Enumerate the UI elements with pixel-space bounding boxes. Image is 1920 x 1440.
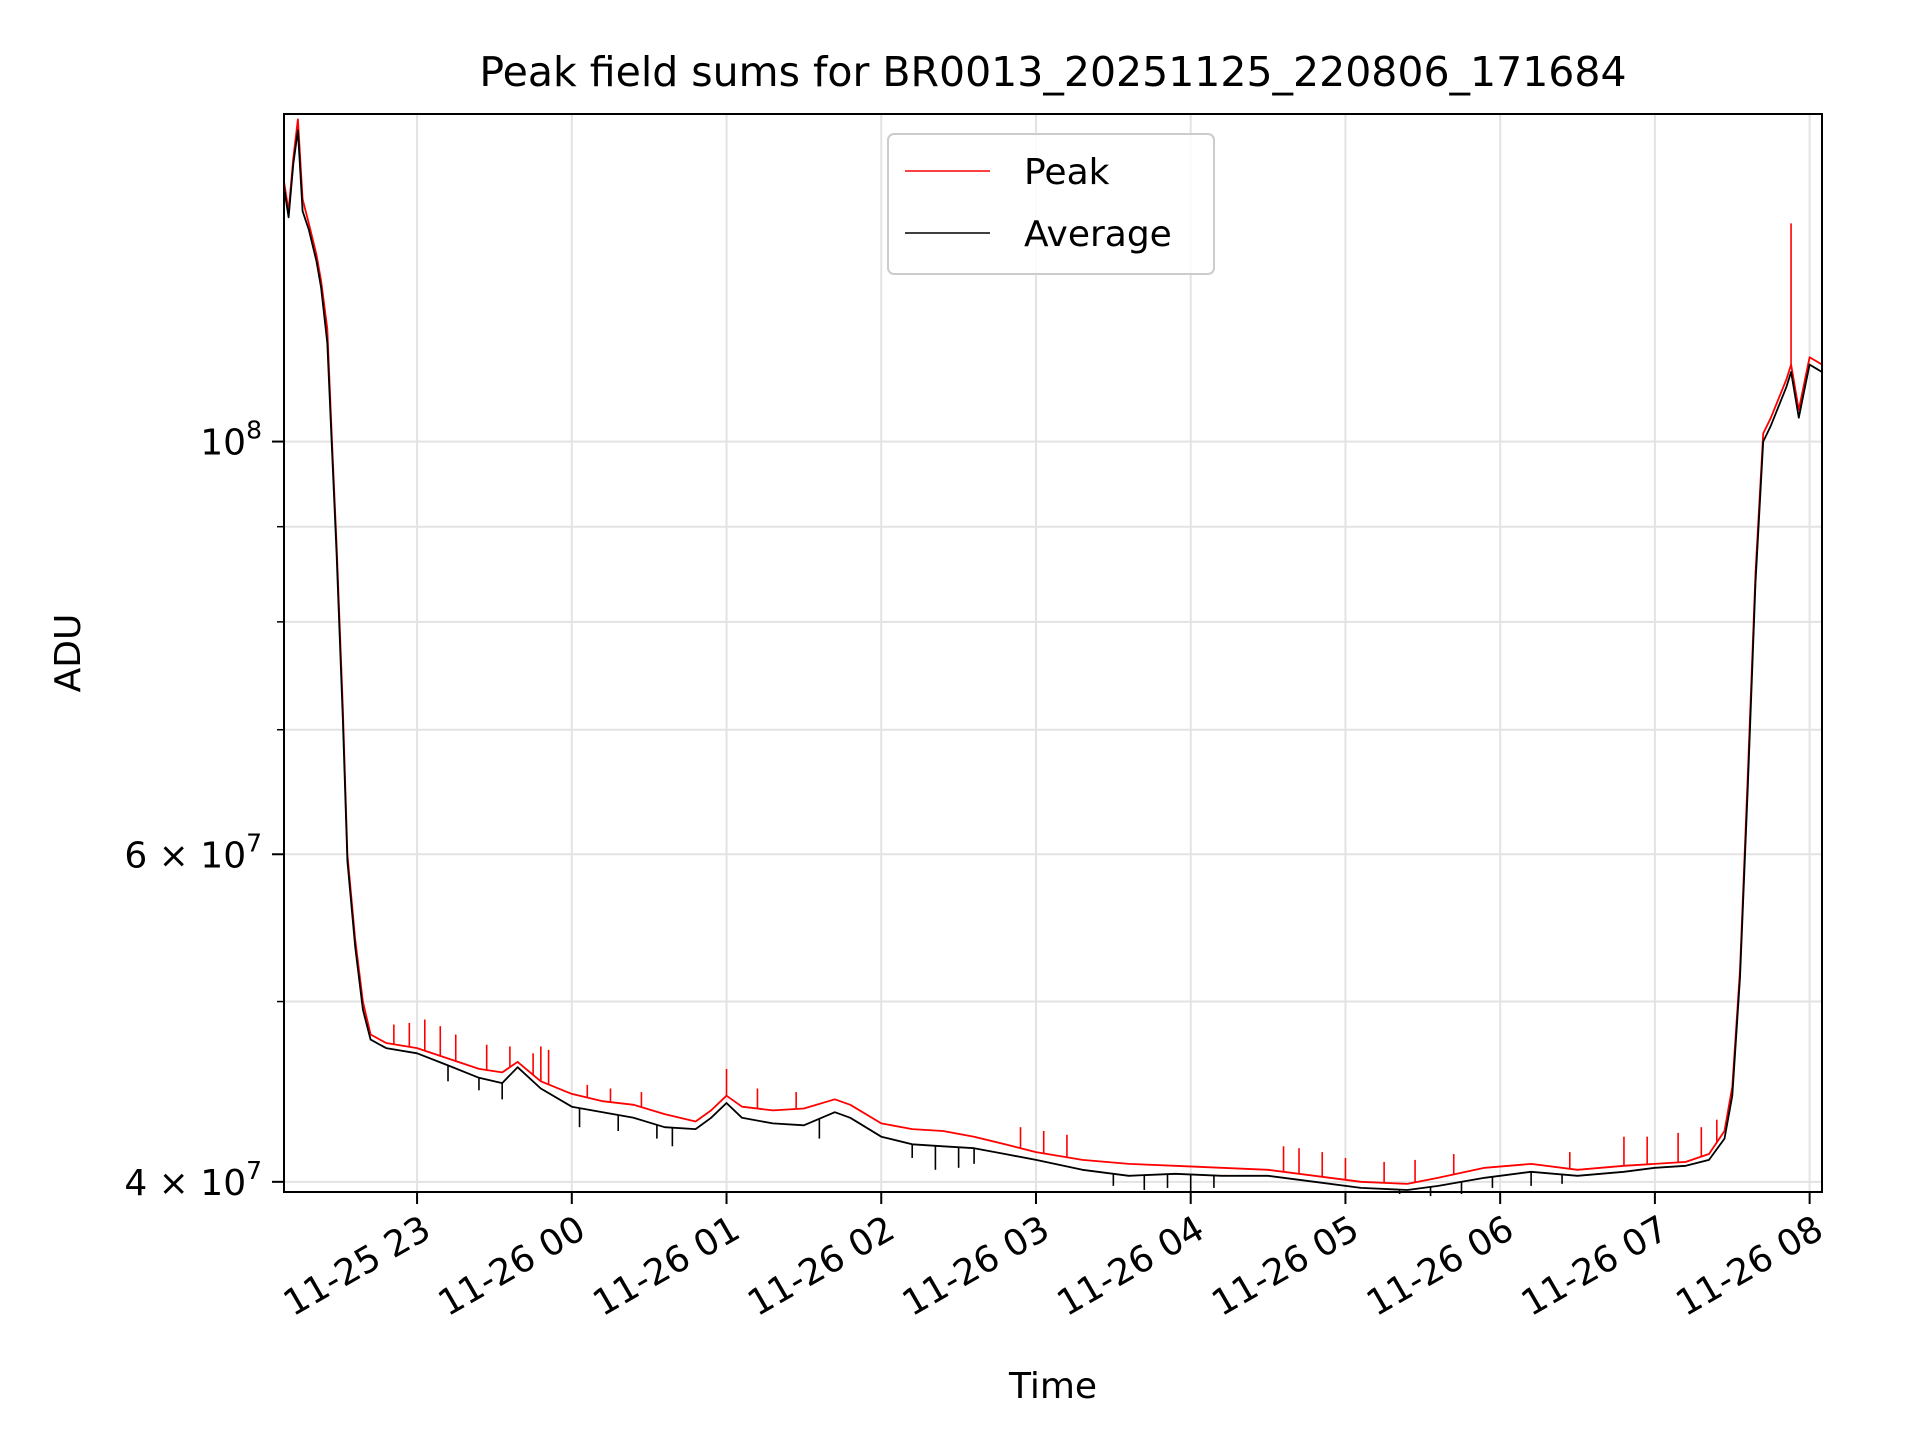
plot-frame: [283, 113, 1823, 1193]
legend-label-peak: Peak: [1024, 152, 1110, 193]
plot-series: [283, 118, 1823, 1197]
y-tick-label-exponent: 8: [246, 416, 262, 445]
x-axis-label: Time: [1008, 1366, 1097, 1407]
legend: Peak Average: [887, 133, 1215, 275]
series-line-average: [283, 129, 1823, 1191]
y-tick-label-exponent: 7: [246, 828, 262, 857]
y-tick-label: 6 × 107: [124, 828, 262, 876]
y-tick-label-base: 10: [200, 423, 246, 464]
legend-label-average: Average: [1024, 214, 1172, 255]
y-tick-label: 108: [200, 416, 262, 464]
y-tick-label: 4 × 107: [124, 1156, 262, 1204]
y-axis-label: ADU: [48, 614, 89, 693]
legend-box: [887, 133, 1215, 275]
grid: [284, 114, 1822, 1192]
y-tick-label-base: 6 × 10: [124, 835, 246, 876]
y-tick-label-base: 4 × 10: [124, 1163, 246, 1204]
y-tick-label-exponent: 7: [246, 1156, 262, 1185]
chart-title: Peak field sums for BR0013_20251125_2208…: [479, 48, 1626, 96]
